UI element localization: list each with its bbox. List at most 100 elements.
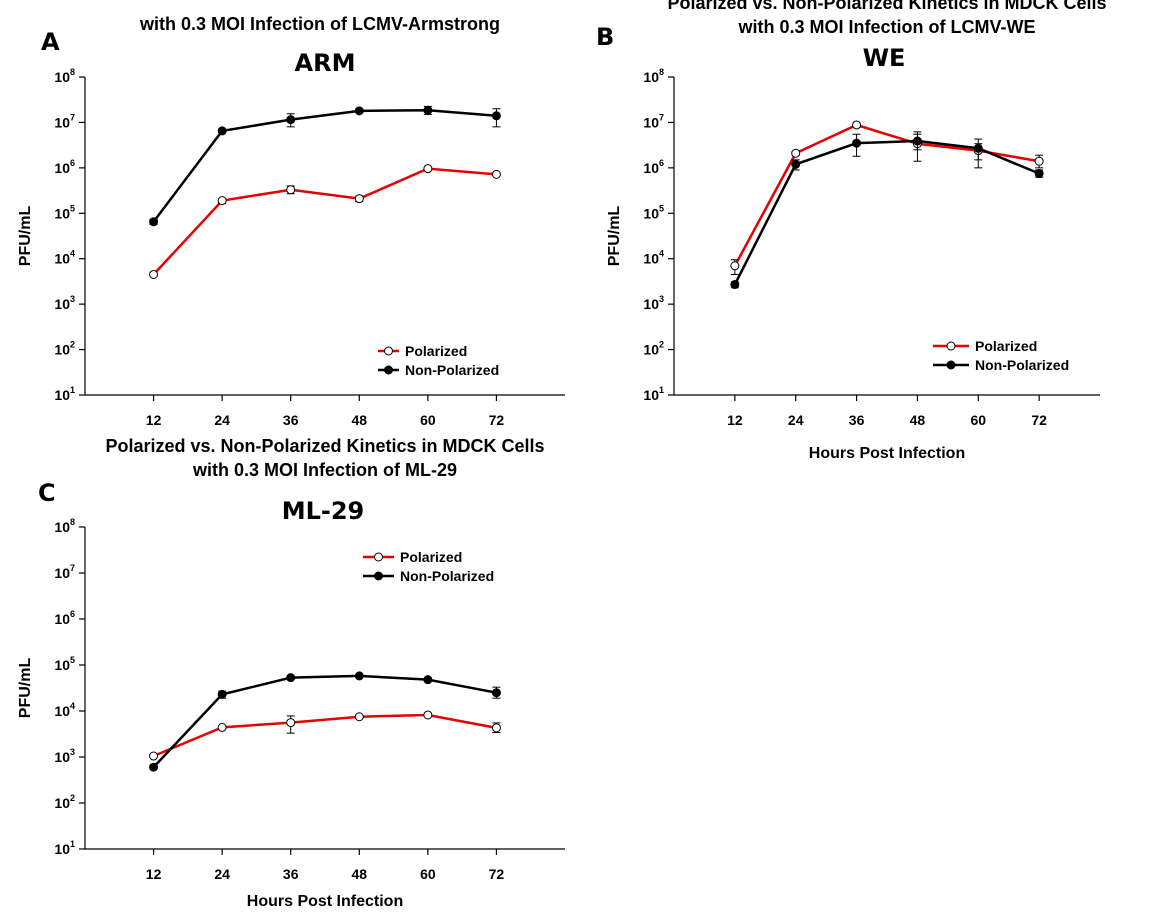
y-tick-label: 108 xyxy=(54,517,75,535)
panel-c: Polarized vs. Non-Polarized Kinetics in … xyxy=(17,436,565,910)
data-point xyxy=(217,126,227,136)
x-axis-label: Hours Post Infection xyxy=(247,893,403,910)
x-tick-label: 24 xyxy=(214,412,230,428)
chart-title: ARM xyxy=(295,49,356,77)
data-point xyxy=(217,196,227,206)
series-non-polarized xyxy=(149,105,501,227)
legend-swatch-marker xyxy=(946,341,956,351)
data-point xyxy=(491,723,501,733)
data-point xyxy=(491,169,501,179)
legend-label: Polarized xyxy=(400,549,462,565)
x-tick-label: 24 xyxy=(788,412,804,428)
data-point xyxy=(149,751,159,761)
y-tick-label: 101 xyxy=(54,839,75,857)
y-tick-label: 102 xyxy=(54,340,75,358)
data-point xyxy=(149,762,159,772)
legend: Polarized Non-Polarized xyxy=(363,549,494,584)
x-tick-label: 12 xyxy=(146,866,162,882)
x-tick-label: 72 xyxy=(1031,412,1047,428)
data-point xyxy=(730,280,740,290)
y-tick-label: 108 xyxy=(643,67,664,85)
x-tick-label: 60 xyxy=(420,412,436,428)
x-tick-label: 36 xyxy=(283,866,299,882)
data-point xyxy=(354,194,364,204)
data-point xyxy=(217,722,227,732)
x-tick-label: 48 xyxy=(351,866,367,882)
data-point xyxy=(1034,156,1044,166)
y-tick-label: 104 xyxy=(54,249,75,267)
data-point xyxy=(149,269,159,279)
y-tick-label: 106 xyxy=(54,609,75,627)
legend-swatch-marker xyxy=(946,360,956,370)
x-tick-label: 60 xyxy=(420,866,436,882)
legend-label: Polarized xyxy=(975,338,1037,354)
data-point xyxy=(852,138,862,148)
y-tick-label: 103 xyxy=(643,294,664,312)
data-point xyxy=(354,712,364,722)
data-point xyxy=(852,120,862,130)
y-tick-label: 105 xyxy=(643,203,664,221)
x-tick-label: 24 xyxy=(214,866,230,882)
legend-swatch-marker xyxy=(384,365,393,375)
y-tick-label: 108 xyxy=(54,67,75,85)
data-point xyxy=(286,673,296,683)
legend-swatch-marker xyxy=(384,346,393,356)
chart-title: ML-29 xyxy=(282,497,365,525)
y-tick-label: 102 xyxy=(643,340,664,358)
data-point xyxy=(286,718,296,728)
y-axis-label: PFU/mL xyxy=(17,206,34,267)
x-tick-label: 72 xyxy=(489,412,505,428)
data-point xyxy=(491,688,501,698)
y-tick-label: 103 xyxy=(54,747,75,765)
data-point xyxy=(973,143,983,153)
panel-letter: B xyxy=(596,23,614,51)
chart-subtitle-line: with 0.3 MOI Infection of ML-29 xyxy=(192,460,457,480)
series-non-polarized xyxy=(149,671,501,772)
panel-b: Polarized vs. Non-Polarized Kinetics in … xyxy=(596,0,1107,462)
y-tick-label: 107 xyxy=(643,112,664,130)
legend: Polarized Non-Polarized xyxy=(378,343,499,378)
data-point xyxy=(730,261,740,271)
series-line xyxy=(152,109,497,223)
data-point xyxy=(217,689,227,699)
series-line xyxy=(153,713,497,758)
y-tick-label: 103 xyxy=(54,294,75,312)
chart-subtitle-line: with 0.3 MOI Infection of LCMV-WE xyxy=(738,17,1036,37)
data-point xyxy=(491,111,501,121)
y-tick-label: 104 xyxy=(643,249,664,267)
y-tick-label: 101 xyxy=(54,385,75,403)
y-tick-label: 106 xyxy=(54,158,75,176)
data-point xyxy=(912,136,922,146)
data-point xyxy=(1034,169,1044,179)
chart-subtitle-line: Polarized vs. Non-Polarized Kinetics in … xyxy=(105,436,544,456)
y-tick-label: 101 xyxy=(643,385,664,403)
chart-subtitle-line: Polarized vs. Non-Polarized Kinetics in … xyxy=(667,0,1106,13)
x-tick-label: 48 xyxy=(351,412,367,428)
data-point xyxy=(423,675,433,685)
y-tick-label: 105 xyxy=(54,203,75,221)
series-line xyxy=(152,674,497,769)
series-polarized xyxy=(149,710,501,761)
legend: Polarized Non-Polarized xyxy=(933,338,1069,373)
data-point xyxy=(354,671,364,681)
series-polarized xyxy=(149,164,501,279)
x-tick-label: 48 xyxy=(910,412,926,428)
chart-subtitle-line: with 0.3 MOI Infection of LCMV-Armstrong xyxy=(139,14,500,34)
x-tick-label: 36 xyxy=(849,412,865,428)
series-non-polarized xyxy=(730,131,1044,290)
data-point xyxy=(423,710,433,720)
y-tick-label: 107 xyxy=(54,112,75,130)
series-line xyxy=(733,139,1040,286)
y-axis-label: PFU/mL xyxy=(17,658,34,719)
x-tick-label: 72 xyxy=(489,866,505,882)
y-tick-label: 104 xyxy=(54,701,75,719)
data-point xyxy=(354,106,364,116)
data-point xyxy=(423,105,433,115)
y-tick-label: 102 xyxy=(54,793,75,811)
series-line xyxy=(152,167,497,276)
data-point xyxy=(149,217,159,227)
legend-label: Non-Polarized xyxy=(405,362,499,378)
panel-letter: A xyxy=(41,28,60,56)
legend-label: Polarized xyxy=(405,343,467,359)
